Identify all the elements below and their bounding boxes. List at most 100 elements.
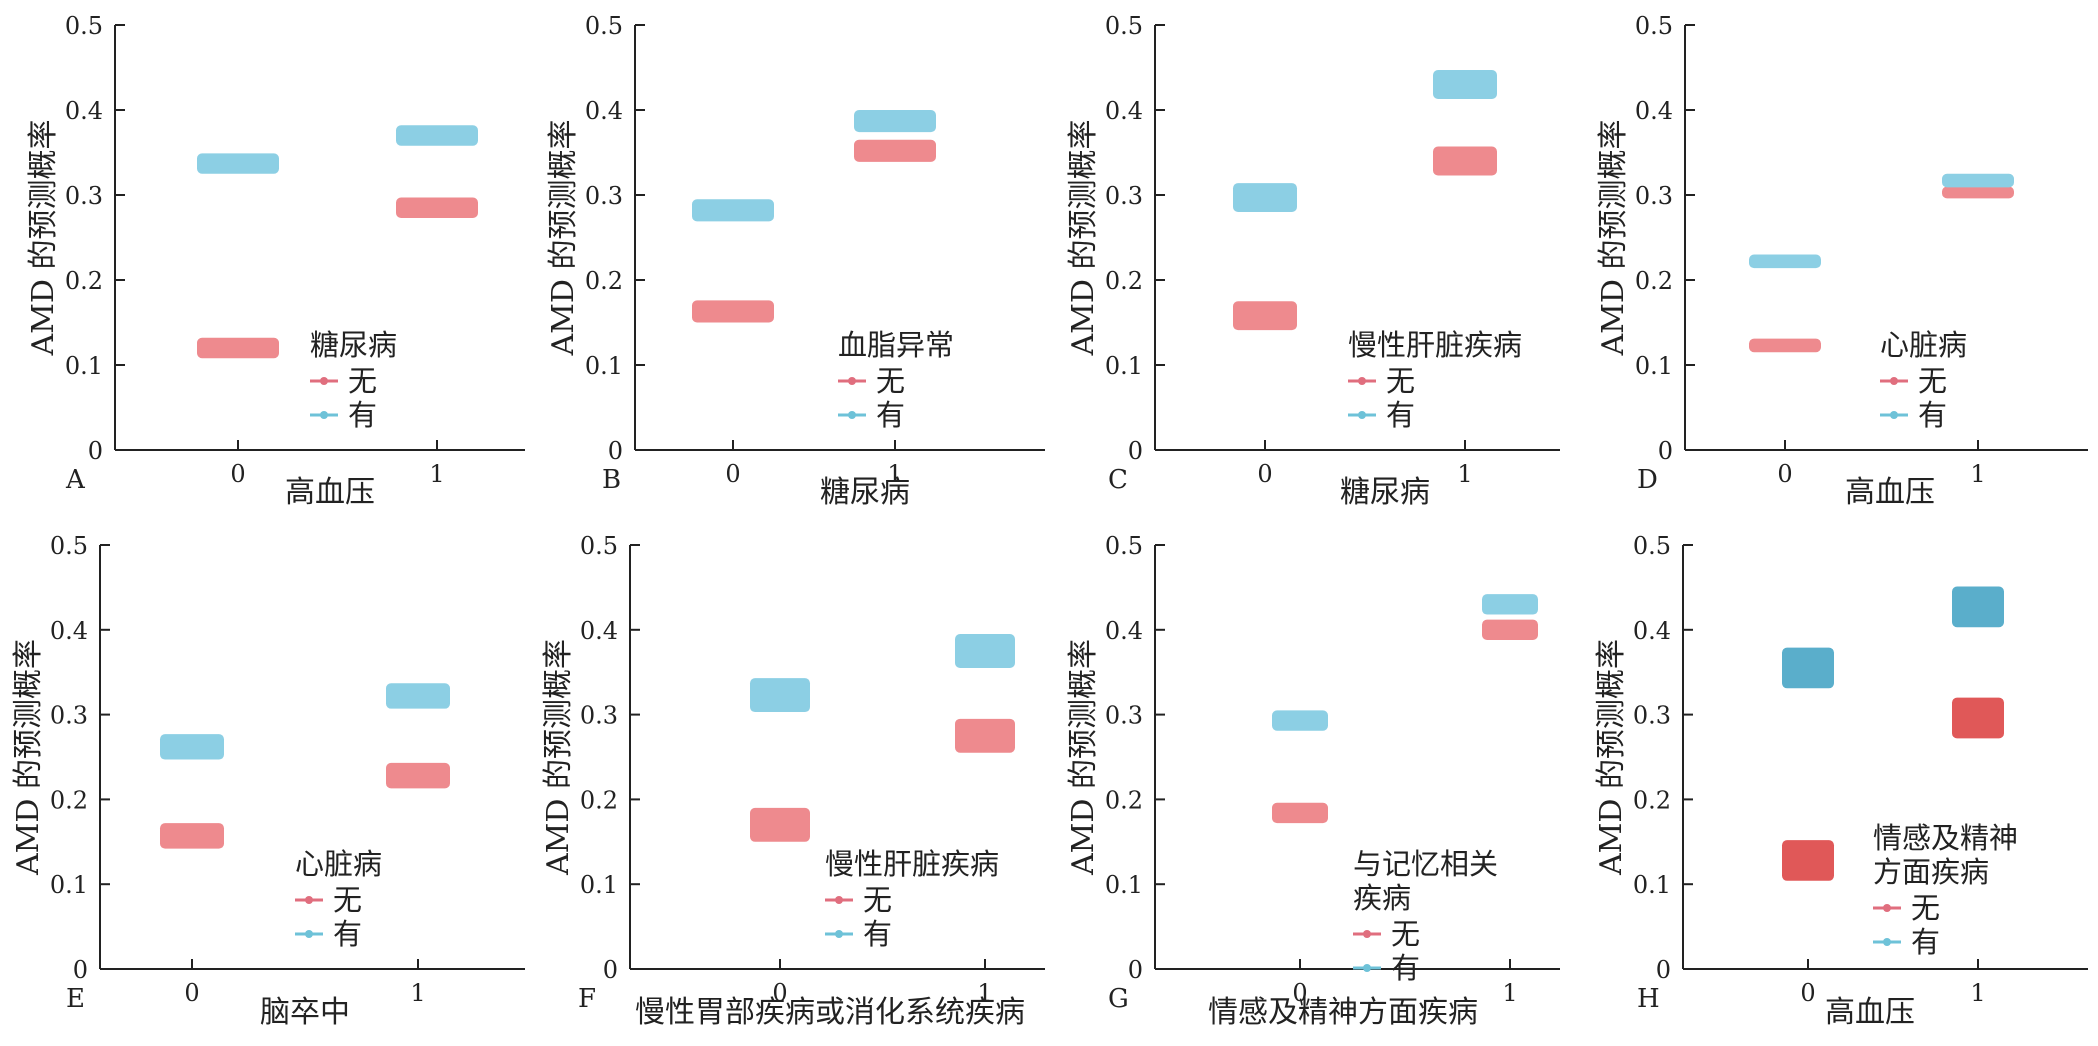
x-tick-label: 1 bbox=[410, 979, 425, 1007]
y-tick-label: 0.1 bbox=[1633, 871, 1671, 899]
legend-item-label: 有 bbox=[863, 917, 892, 951]
legend-marker-dot bbox=[1890, 411, 1898, 419]
data-point-cloud-no bbox=[1942, 186, 2014, 199]
legend-marker-dot bbox=[1363, 964, 1371, 972]
data-point-cloud-no bbox=[854, 139, 936, 162]
panel-label: H bbox=[1637, 984, 1660, 1014]
data-point-cloud-no bbox=[750, 807, 810, 842]
legend-item-label: 无 bbox=[333, 883, 362, 917]
data-point-cloud-no bbox=[197, 337, 279, 359]
x-tick-label: 0 bbox=[725, 460, 740, 488]
x-tick-label: 0 bbox=[230, 460, 245, 488]
legend-title: 疾病 bbox=[1353, 881, 1411, 915]
data-point-cloud-no bbox=[1482, 619, 1538, 640]
y-tick-label: 0.5 bbox=[1105, 12, 1143, 40]
legend-marker-dot bbox=[320, 377, 328, 385]
legend-marker-dot bbox=[305, 896, 313, 904]
data-point-cloud-yes bbox=[1272, 710, 1328, 731]
legend-item-label: 无 bbox=[1391, 917, 1420, 951]
legend-marker-dot bbox=[848, 411, 856, 419]
data-point-cloud-no bbox=[386, 762, 450, 789]
panel-label: G bbox=[1108, 984, 1129, 1014]
legend-title: 慢性肝脏疾病 bbox=[1348, 328, 1522, 362]
legend-item-label: 无 bbox=[876, 364, 905, 398]
legend-item-label: 有 bbox=[348, 398, 377, 432]
data-point-cloud-yes bbox=[1233, 183, 1297, 212]
y-tick-label: 0.4 bbox=[1633, 617, 1671, 645]
y-tick-label: 0.4 bbox=[65, 97, 103, 125]
legend-item-label: 无 bbox=[1386, 364, 1415, 398]
legend-title: 心脏病 bbox=[1880, 328, 1967, 362]
legend-marker-dot bbox=[1883, 904, 1891, 912]
legend-marker-dot bbox=[835, 896, 843, 904]
y-tick-label: 0.4 bbox=[1105, 617, 1143, 645]
data-point-cloud-no bbox=[396, 197, 478, 218]
data-point-cloud-yes bbox=[854, 110, 936, 133]
data-point-cloud-yes bbox=[386, 683, 450, 709]
y-tick-label: 0.3 bbox=[580, 702, 618, 730]
y-tick-label: 0.2 bbox=[585, 267, 623, 295]
panel-f: 0 0.1 0.2 0.3 0.4 0.5 0 1 AMD 的预测概率慢性胃部疾病或消化系统疾病… bbox=[541, 532, 1045, 1030]
y-tick-label: 0.2 bbox=[50, 786, 88, 814]
legend-title: 方面疾病 bbox=[1873, 855, 1989, 889]
y-axis-title: AMD 的预测概率 bbox=[541, 639, 576, 876]
y-axis-title: AMD 的预测概率 bbox=[11, 639, 46, 876]
data-point-cloud-no bbox=[160, 823, 224, 849]
legend-marker-dot bbox=[1358, 377, 1366, 385]
legend-item-label: 有 bbox=[876, 398, 905, 432]
y-tick-label: 0.3 bbox=[50, 702, 88, 730]
y-tick-label: 0.2 bbox=[1633, 786, 1671, 814]
legend-title: 糖尿病 bbox=[310, 328, 397, 362]
y-tick-label: 0.4 bbox=[585, 97, 623, 125]
x-axis-title: 糖尿病 bbox=[820, 475, 910, 510]
legend-marker-dot bbox=[320, 411, 328, 419]
legend-marker-dot bbox=[1890, 377, 1898, 385]
x-tick-label: 1 bbox=[977, 979, 992, 1007]
legend-marker-dot bbox=[1363, 930, 1371, 938]
y-tick-label: 0.1 bbox=[65, 352, 103, 380]
y-tick-label: 0.5 bbox=[1633, 532, 1671, 560]
panel-label: D bbox=[1637, 465, 1658, 495]
x-axis-title: 情感及精神方面疾病 bbox=[1208, 995, 1478, 1030]
x-tick-label: 1 bbox=[1970, 979, 1985, 1007]
y-tick-label: 0.1 bbox=[1635, 352, 1673, 380]
data-point-cloud-yes bbox=[1782, 647, 1834, 689]
data-point-cloud-yes bbox=[1749, 254, 1821, 269]
panel-label: E bbox=[66, 984, 85, 1014]
data-point-cloud-yes bbox=[160, 734, 224, 760]
legend-title: 慢性肝脏疾病 bbox=[825, 847, 999, 881]
y-tick-label: 0 bbox=[608, 437, 623, 465]
y-tick-label: 0 bbox=[73, 956, 88, 984]
x-axis-title: 高血压 bbox=[1845, 475, 1935, 510]
y-tick-label: 0 bbox=[1128, 956, 1143, 984]
y-tick-label: 0.4 bbox=[50, 617, 88, 645]
x-axis-title: 高血压 bbox=[285, 475, 375, 510]
x-tick-label: 0 bbox=[1800, 979, 1815, 1007]
y-tick-label: 0.2 bbox=[1105, 786, 1143, 814]
data-point-cloud-no bbox=[1749, 338, 1821, 353]
x-tick-label: 1 bbox=[887, 460, 902, 488]
y-tick-label: 0.5 bbox=[50, 532, 88, 560]
data-point-cloud-no bbox=[692, 300, 774, 323]
legend-item-label: 有 bbox=[333, 917, 362, 951]
x-tick-label: 1 bbox=[1970, 460, 1985, 488]
y-tick-label: 0 bbox=[1128, 437, 1143, 465]
panel-label: F bbox=[578, 984, 596, 1014]
data-point-cloud-no bbox=[1433, 146, 1497, 176]
y-axis-title: AMD 的预测概率 bbox=[1596, 120, 1631, 357]
y-tick-label: 0.2 bbox=[580, 786, 618, 814]
x-tick-label: 0 bbox=[1257, 460, 1272, 488]
legend-marker-dot bbox=[1883, 938, 1891, 946]
x-axis-title: 慢性胃部疾病或消化系统疾病 bbox=[635, 995, 1025, 1030]
